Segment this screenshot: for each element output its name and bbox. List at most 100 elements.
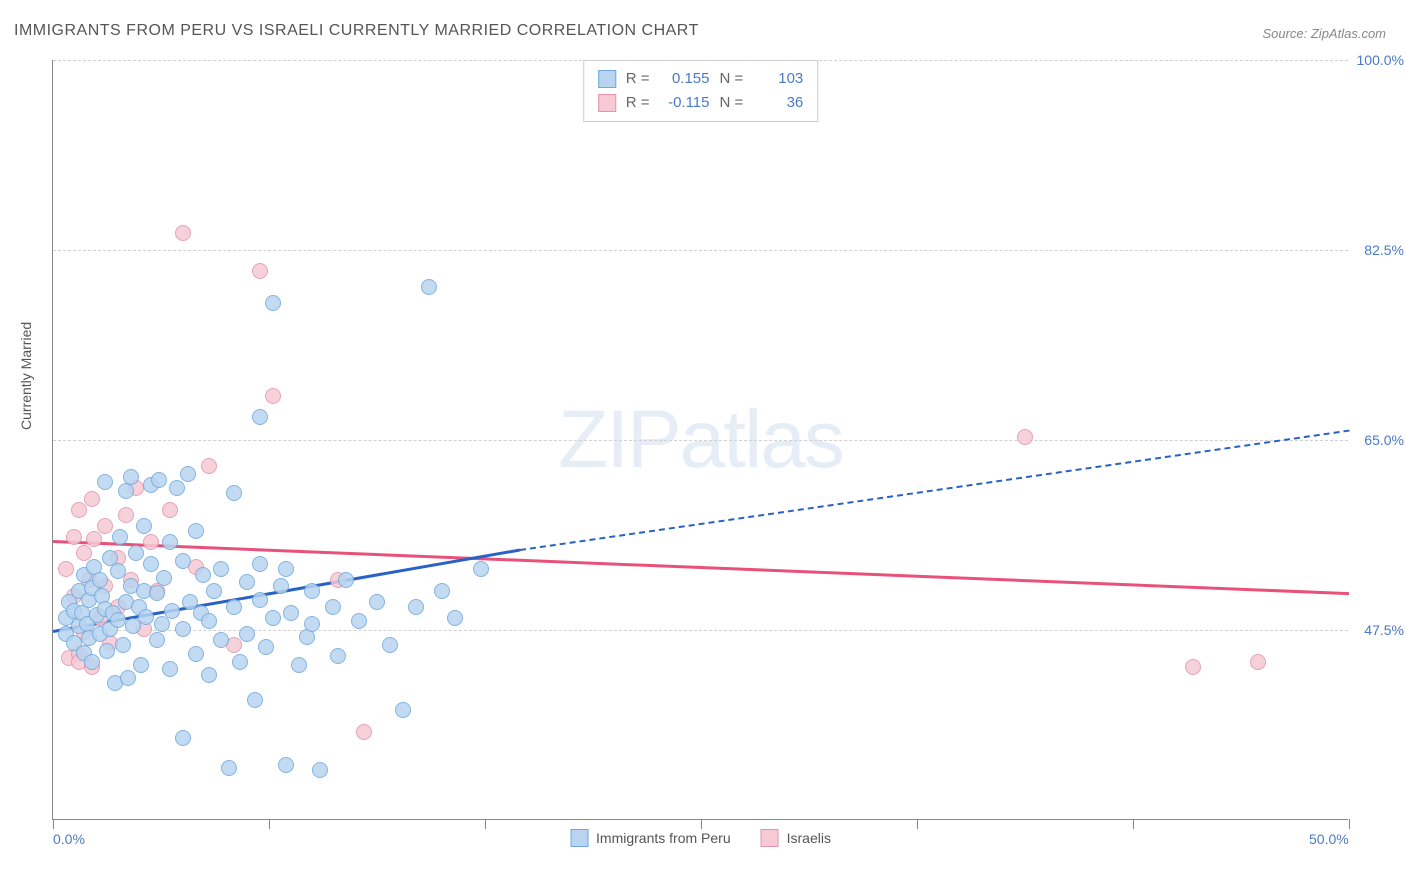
data-point [206,583,222,599]
data-point [304,583,320,599]
data-point [1017,429,1033,445]
data-point [338,572,354,588]
swatch-icon [570,829,588,847]
data-point [84,491,100,507]
data-point [118,483,134,499]
data-point [175,730,191,746]
data-point [265,610,281,626]
data-point [247,692,263,708]
data-point [434,583,450,599]
data-point [239,574,255,590]
data-point [154,616,170,632]
data-point [115,637,131,653]
data-point [201,613,217,629]
data-point [283,605,299,621]
data-point [258,639,274,655]
stats-label: R = [626,91,650,115]
data-point [291,657,307,673]
data-point [232,654,248,670]
data-point [143,556,159,572]
x-tick [269,819,270,829]
data-point [447,610,463,626]
y-tick-label: 47.5% [1364,622,1404,638]
data-point [252,263,268,279]
legend-label: Israelis [787,830,831,846]
data-point [382,637,398,653]
data-point [76,545,92,561]
data-point [175,225,191,241]
n-value: 36 [753,91,803,115]
data-point [312,762,328,778]
data-point [221,760,237,776]
data-point [252,592,268,608]
data-point [395,702,411,718]
data-point [278,561,294,577]
legend-item: Immigrants from Peru [570,829,731,847]
data-point [138,609,154,625]
data-point [175,553,191,569]
data-point [97,474,113,490]
legend-label: Immigrants from Peru [596,830,731,846]
data-point [408,599,424,615]
y-tick-label: 100.0% [1357,52,1404,68]
data-point [330,648,346,664]
x-tick-label: 0.0% [53,831,85,847]
data-point [278,757,294,773]
scatter-chart: ZIPatlas R = 0.155 N = 103 R = -0.115 N … [52,60,1348,820]
trend-line [519,429,1349,550]
data-point [239,626,255,642]
data-point [265,388,281,404]
x-tick [1349,819,1350,829]
x-tick [917,819,918,829]
data-point [304,616,320,632]
data-point [226,599,242,615]
data-point [110,563,126,579]
data-point [92,572,108,588]
r-value: 0.155 [660,67,710,91]
stats-label: R = [626,67,650,91]
data-point [1250,654,1266,670]
data-point [71,502,87,518]
data-point [97,518,113,534]
data-point [473,561,489,577]
data-point [252,409,268,425]
chart-title: IMMIGRANTS FROM PERU VS ISRAELI CURRENTL… [14,22,699,40]
data-point [162,534,178,550]
data-point [188,646,204,662]
data-point [351,613,367,629]
y-axis-title: Currently Married [18,322,34,430]
data-point [1185,659,1201,675]
x-tick [1133,819,1134,829]
n-value: 103 [753,67,803,91]
data-point [112,529,128,545]
data-point [195,567,211,583]
data-point [226,485,242,501]
data-point [162,661,178,677]
x-tick [701,819,702,829]
stats-label: N = [720,91,744,115]
data-point [169,480,185,496]
data-point [136,518,152,534]
data-point [58,561,74,577]
stats-label: N = [720,67,744,91]
data-point [110,612,126,628]
data-point [143,534,159,550]
data-point [149,585,165,601]
y-tick-label: 82.5% [1364,242,1404,258]
data-point [201,458,217,474]
x-tick [485,819,486,829]
data-point [188,523,204,539]
data-point [252,556,268,572]
data-point [120,670,136,686]
data-point [156,570,172,586]
data-point [86,531,102,547]
data-point [123,469,139,485]
source-label: Source: ZipAtlas.com [1262,26,1386,41]
stats-row: R = -0.115 N = 36 [598,91,804,115]
data-point [369,594,385,610]
data-point [151,472,167,488]
data-point [180,466,196,482]
data-point [164,603,180,619]
x-tick-label: 50.0% [1309,831,1349,847]
data-point [175,621,191,637]
